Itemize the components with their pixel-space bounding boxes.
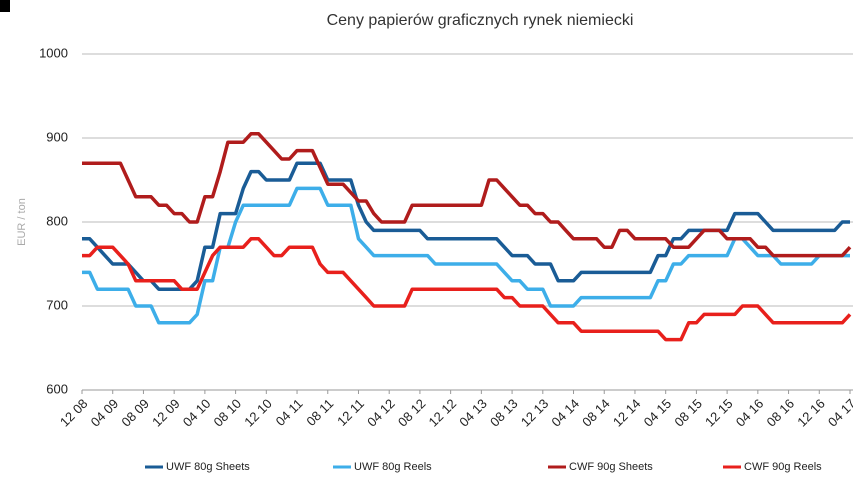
x-tick-label: 04 16 xyxy=(733,396,767,430)
x-tick-label: 12 09 xyxy=(149,396,183,430)
x-tick-label: 12 11 xyxy=(334,396,367,429)
y-tick-label: 700 xyxy=(46,297,68,312)
legend-label: UWF 80g Reels xyxy=(354,461,432,473)
x-tick-label: 04 17 xyxy=(825,396,853,430)
x-tick-label: 04 09 xyxy=(88,396,122,430)
y-tick-label: 800 xyxy=(46,213,68,228)
x-tick-label: 08 10 xyxy=(211,396,245,430)
x-tick-label: 04 10 xyxy=(180,396,214,430)
x-tick-label: 08 15 xyxy=(671,396,705,430)
x-tick-label: 04 14 xyxy=(548,396,582,430)
legend-label: UWF 80g Sheets xyxy=(166,461,250,473)
x-tick-label: 08 14 xyxy=(579,396,613,430)
legend-label: CWF 90g Reels xyxy=(744,461,822,473)
series-line xyxy=(82,132,852,258)
x-tick-label: 08 16 xyxy=(763,396,797,430)
x-tick-label: 08 11 xyxy=(303,396,336,429)
x-tick-label: 12 13 xyxy=(518,396,552,430)
series-line xyxy=(82,237,852,342)
x-tick-label: 12 12 xyxy=(426,396,460,430)
x-tick-label: 12 15 xyxy=(702,396,736,430)
x-tick-label: 12 16 xyxy=(794,396,828,430)
x-tick-label: 08 13 xyxy=(487,396,521,430)
y-axis-label: EUR / ton xyxy=(16,198,28,246)
x-tick-label: 12 14 xyxy=(610,396,644,430)
logo-fragment xyxy=(0,0,10,12)
chart-title: Ceny papierów graficznych rynek niemieck… xyxy=(327,12,634,29)
x-tick-label: 04 15 xyxy=(641,396,675,430)
x-tick-label: 12 10 xyxy=(241,396,275,430)
x-tick-label: 08 12 xyxy=(395,396,429,430)
y-tick-label: 1000 xyxy=(39,45,68,60)
series-line xyxy=(82,186,850,325)
x-tick-label: 12 08 xyxy=(57,396,91,430)
x-tick-label: 04 11 xyxy=(273,396,306,429)
series-line xyxy=(82,161,850,291)
x-tick-label: 04 12 xyxy=(364,396,398,430)
x-tick-label: 08 09 xyxy=(118,396,152,430)
y-tick-label: 900 xyxy=(46,129,68,144)
y-tick-label: 600 xyxy=(46,381,68,396)
x-tick-label: 04 13 xyxy=(456,396,490,430)
legend-label: CWF 90g Sheets xyxy=(569,461,653,473)
